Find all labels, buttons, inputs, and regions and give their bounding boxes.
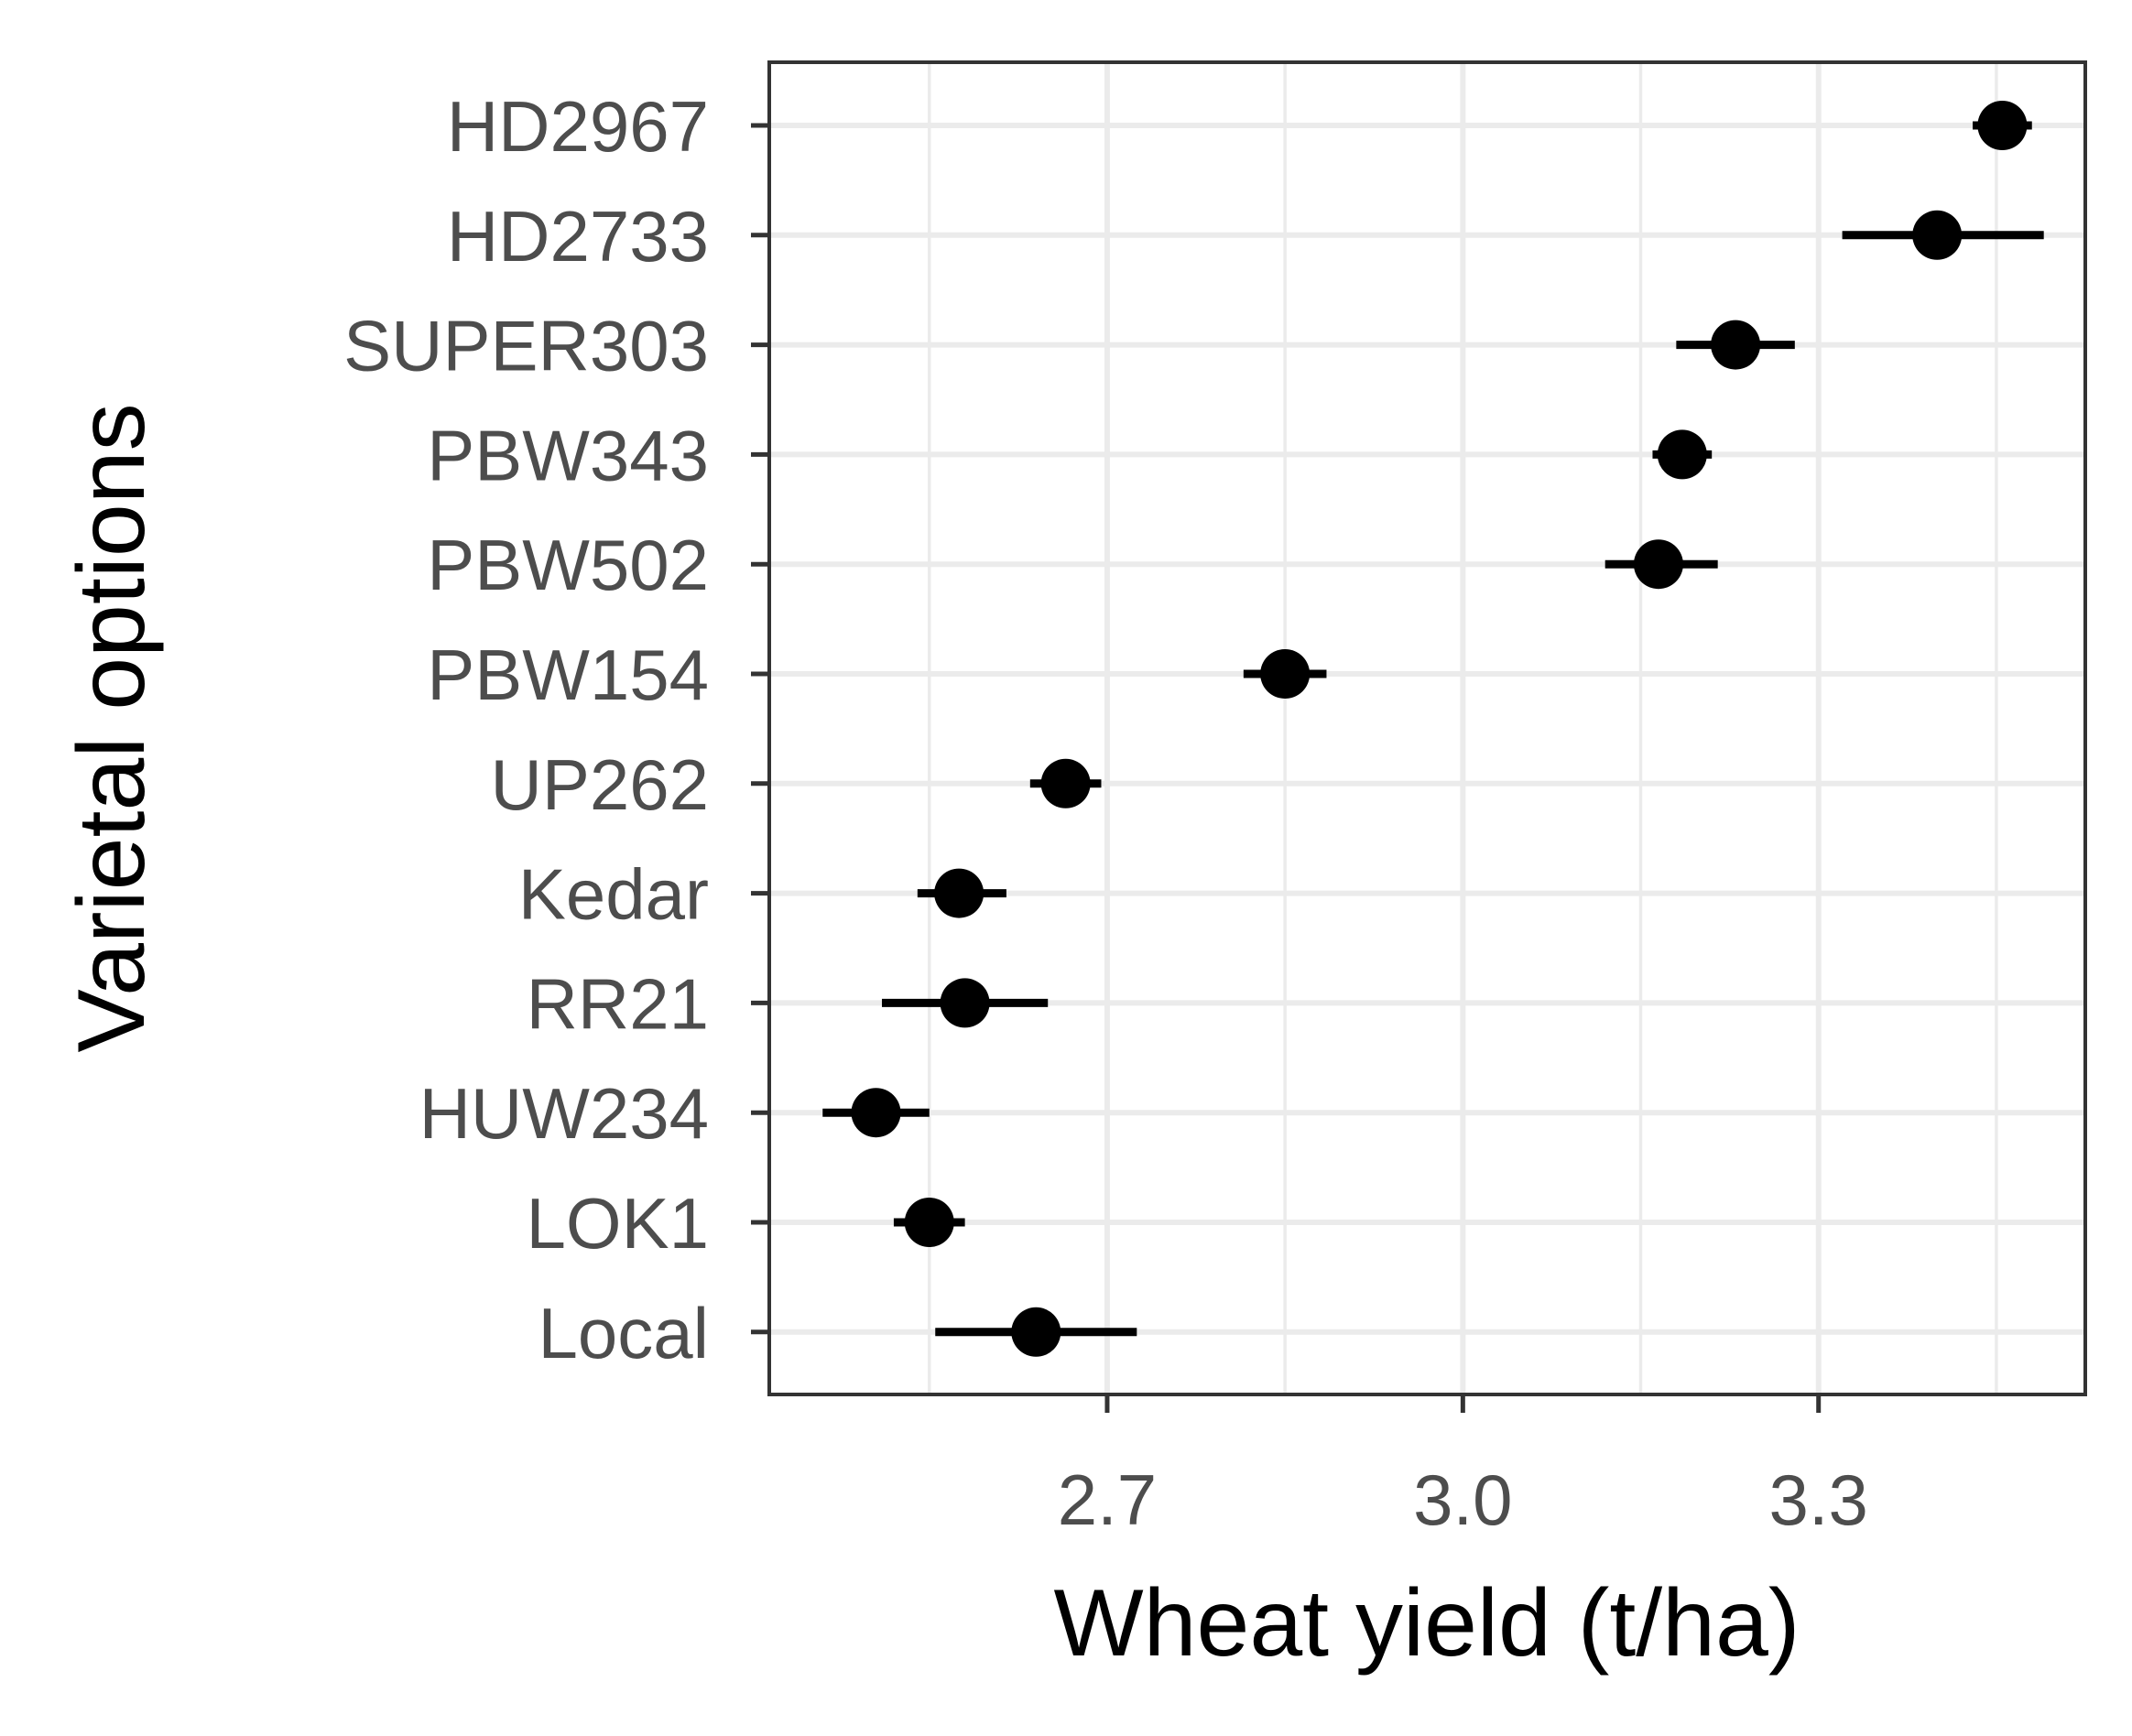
data-point bbox=[1977, 101, 2028, 150]
y-tick-label: HD2733 bbox=[447, 196, 709, 277]
y-axis-title: Varietal options bbox=[59, 403, 165, 1052]
x-tick-label: 2.7 bbox=[1058, 1459, 1157, 1540]
data-point bbox=[1633, 539, 1683, 590]
data-points bbox=[851, 101, 2028, 1357]
y-tick-label: UP262 bbox=[491, 744, 710, 825]
data-point bbox=[851, 1088, 901, 1138]
y-tick-label: PBW502 bbox=[427, 525, 709, 605]
data-point bbox=[904, 1198, 954, 1247]
data-point bbox=[1657, 429, 1707, 480]
data-point bbox=[1011, 1307, 1061, 1357]
data-point bbox=[1912, 210, 1963, 260]
data-point bbox=[1711, 320, 1761, 370]
x-axis-title: Wheat yield (t/ha) bbox=[1054, 1570, 1800, 1676]
x-tick-label: 3.0 bbox=[1413, 1459, 1512, 1540]
y-tick-label: SUPER303 bbox=[343, 306, 709, 386]
data-point bbox=[1260, 649, 1311, 699]
panel-border bbox=[767, 60, 2087, 1396]
y-tick-label: PBW343 bbox=[427, 415, 709, 495]
y-axis-ticks: HD2967 HD2733 SUPER303 PBW343 PBW502 PBW154 UP… bbox=[343, 86, 769, 1373]
y-tick-label: PBW154 bbox=[427, 635, 709, 715]
x-tick-label: 3.3 bbox=[1768, 1459, 1867, 1540]
y-tick-label: LOK1 bbox=[527, 1183, 709, 1264]
y-tick-label: Local bbox=[538, 1293, 709, 1373]
y-tick-label: Kedar bbox=[518, 854, 709, 935]
y-tick-label: HD2967 bbox=[447, 86, 709, 167]
grid-lines bbox=[769, 62, 2085, 1394]
y-tick-label: RR21 bbox=[527, 963, 709, 1044]
x-axis-ticks: 2.7 3.0 3.3 bbox=[1058, 1394, 1868, 1540]
data-point bbox=[1040, 758, 1091, 808]
data-point bbox=[940, 978, 990, 1028]
y-tick-label: HUW234 bbox=[419, 1073, 709, 1154]
error-bars bbox=[822, 121, 2044, 1337]
data-point bbox=[934, 868, 984, 918]
